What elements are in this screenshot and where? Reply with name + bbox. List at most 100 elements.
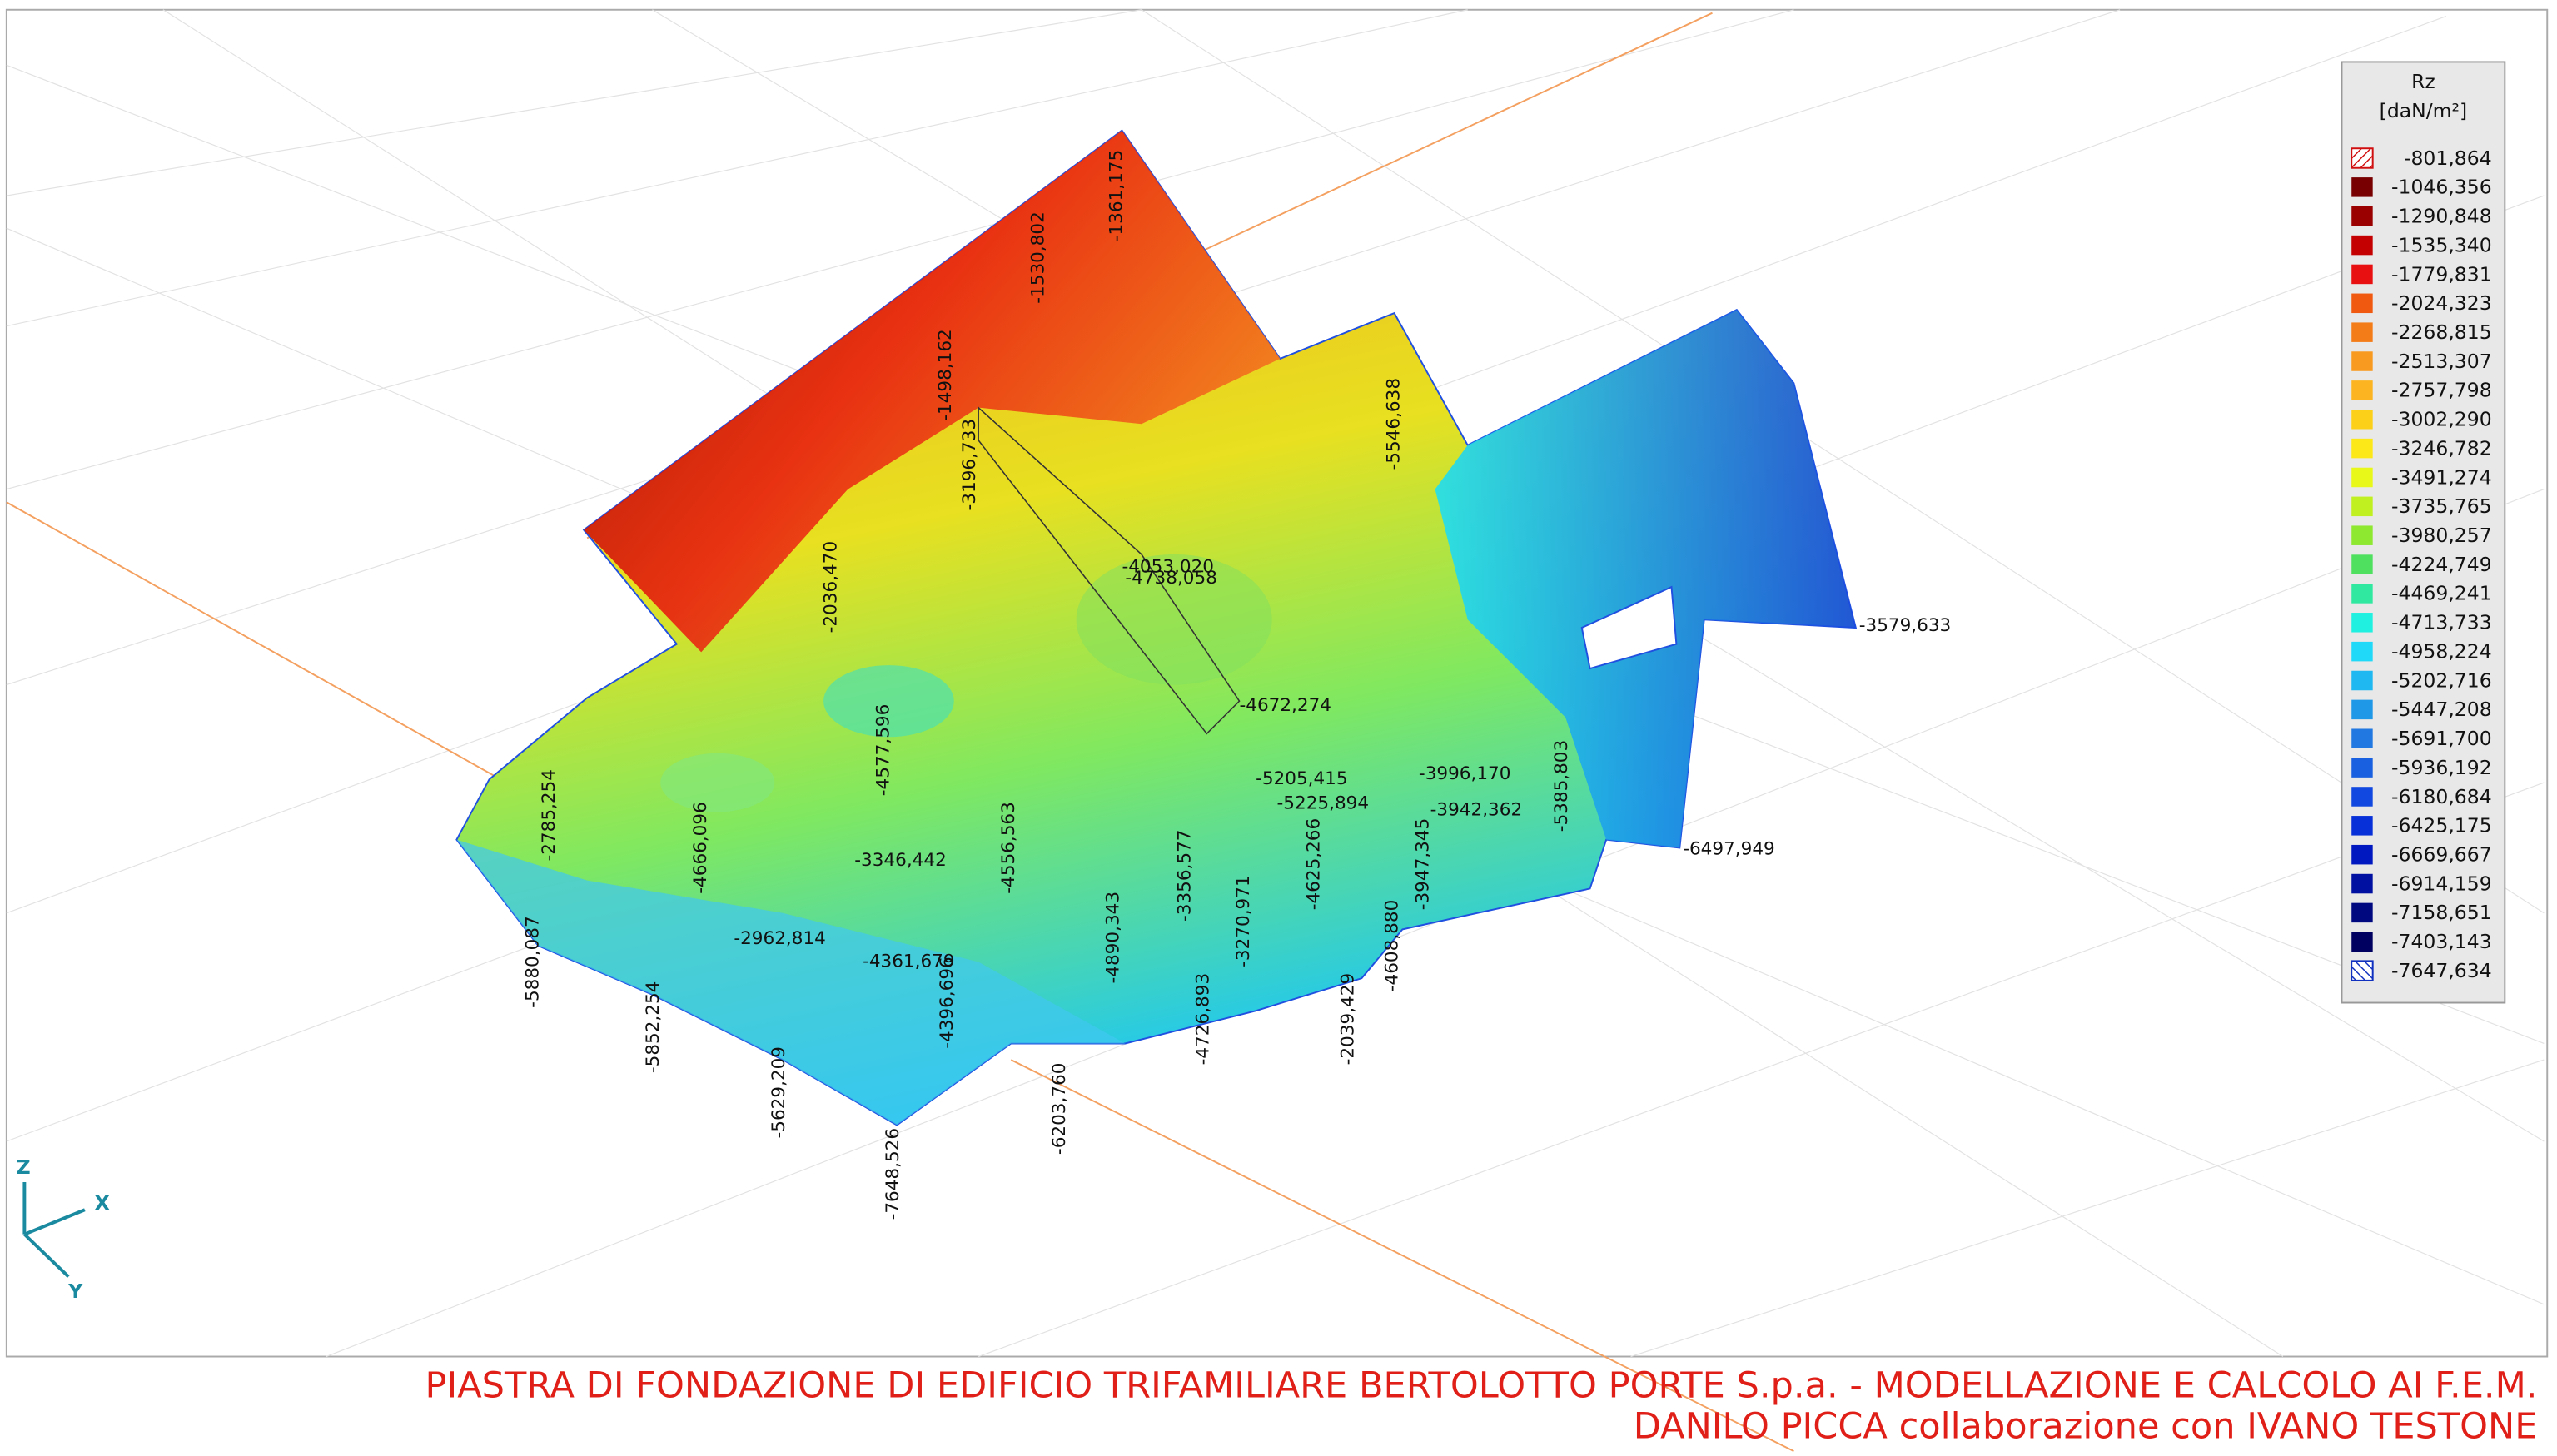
legend-label: -3002,290 [2391, 408, 2492, 431]
legend-unit: [daN/m²] [2380, 99, 2467, 122]
legend-label: -801,864 [2404, 147, 2492, 170]
legend-label: -1535,340 [2391, 233, 2492, 256]
legend-label: -3980,257 [2391, 524, 2492, 547]
legend-label: -4713,733 [2391, 611, 2492, 634]
footer-line-2: DANILO PICCA collaborazione con IVANO TE… [1634, 1405, 2538, 1447]
legend-swatch [2351, 932, 2373, 952]
legend-entries: -801,864 -1046,356 -1290,848 -1535,340 -1779… [2351, 147, 2492, 982]
legend-label: -6669,667 [2391, 843, 2492, 867]
legend-label: -6425,175 [2391, 814, 2492, 837]
legend-swatch [2351, 293, 2373, 314]
value-label: -4577,596 [873, 704, 893, 797]
legend-swatch [2351, 699, 2373, 720]
legend-swatch [2351, 409, 2373, 430]
value-label: -4890,343 [1103, 892, 1124, 984]
legend-label: -1046,356 [2391, 176, 2492, 199]
legend-label: -7647,634 [2391, 959, 2492, 982]
value-label: -7648,526 [883, 1128, 903, 1220]
value-label: -3356,577 [1175, 829, 1196, 922]
value-label: -4666,096 [690, 802, 711, 894]
value-label: -5852,254 [643, 981, 664, 1074]
legend-swatch [2351, 351, 2373, 371]
value-label: -1361,175 [1106, 150, 1127, 242]
value-label: -5546,638 [1383, 378, 1404, 470]
value-label: -3270,971 [1233, 875, 1254, 967]
legend-swatch [2351, 235, 2373, 256]
legend-swatch [2351, 902, 2373, 923]
legend-label: -6180,684 [2391, 785, 2492, 808]
value-label: -4396,696 [937, 957, 958, 1049]
axis-x: X [95, 1191, 110, 1215]
legend-label: -1779,831 [2391, 262, 2492, 286]
legend-swatch [2351, 380, 2373, 400]
value-label: -5225,894 [1277, 793, 1370, 813]
value-label: -4672,274 [1239, 695, 1331, 716]
value-label: -6497,949 [1683, 838, 1775, 859]
value-label: -4608,880 [1381, 900, 1402, 992]
value-label: -4556,563 [998, 802, 1019, 894]
value-labels: -4053,020-4738,058 -4672,274 -3996,170 -394… [522, 150, 1951, 1220]
value-label: -2785,254 [539, 769, 560, 862]
value-label: -3346,442 [854, 850, 947, 871]
value-label: -6203,760 [1049, 1063, 1070, 1155]
axis-z: Z [17, 1155, 31, 1179]
legend-swatch [2351, 496, 2373, 517]
value-label: -3947,345 [1413, 818, 1434, 911]
legend-label: -5936,192 [2391, 756, 2492, 779]
legend-label: -2757,798 [2391, 379, 2492, 402]
legend-swatch [2351, 670, 2373, 691]
value-label: -5385,803 [1551, 740, 1572, 832]
footer-line-1: PIASTRA DI FONDAZIONE DI EDIFICIO TRIFAM… [425, 1364, 2538, 1406]
legend-swatch [2351, 147, 2374, 169]
value-label: -4361,679 [863, 951, 955, 971]
legend-label: -7403,143 [2391, 930, 2492, 953]
legend-swatch [2351, 554, 2373, 574]
value-label: -3196,733 [959, 419, 980, 511]
legend-label: -2513,307 [2391, 350, 2492, 373]
legend-swatch [2351, 438, 2373, 459]
value-label: -4738,058 [1125, 568, 1217, 589]
legend-label: -4224,749 [2391, 553, 2492, 576]
value-label: -4625,266 [1303, 818, 1324, 911]
legend-label: -3491,274 [2391, 465, 2492, 489]
fem-model [455, 129, 1858, 1126]
value-label: -3996,170 [1419, 763, 1511, 784]
legend-label: -7158,651 [2391, 901, 2492, 924]
axis-icon [22, 1181, 86, 1278]
axis-y: Y [67, 1280, 83, 1303]
legend-label: -4469,241 [2391, 582, 2492, 605]
legend-swatch [2351, 206, 2373, 226]
value-label: -1498,162 [935, 329, 956, 421]
value-label: -5880,087 [522, 916, 543, 1008]
legend-swatch [2351, 844, 2373, 865]
value-label: -2962,814 [734, 928, 826, 949]
legend-swatch [2351, 322, 2373, 342]
legend-swatch [2351, 613, 2373, 633]
legend-swatch [2351, 816, 2373, 836]
value-label: -3579,633 [1859, 615, 1952, 636]
legend-swatch [2351, 873, 2373, 894]
legend-label: -3246,782 [2391, 436, 2492, 460]
legend-label: -3735,765 [2391, 494, 2492, 518]
legend-label: -2024,323 [2391, 291, 2492, 315]
legend-label: -1290,848 [2391, 205, 2492, 228]
value-label: -2039,429 [1338, 973, 1359, 1066]
legend-swatch [2351, 584, 2373, 604]
legend-label: -6914,159 [2391, 872, 2492, 895]
legend-swatch [2351, 264, 2373, 285]
legend-swatch [2351, 960, 2374, 981]
legend-label: -2268,815 [2391, 321, 2492, 344]
value-label: -5629,209 [769, 1046, 789, 1139]
value-label: -5205,415 [1256, 768, 1348, 789]
legend-label: -4958,224 [2391, 639, 2492, 663]
value-label: -4053,020 [1122, 556, 1214, 577]
legend-swatch [2351, 177, 2373, 197]
legend-label: -5202,716 [2391, 668, 2492, 692]
value-label: -1530,802 [1027, 211, 1048, 304]
legend-swatch [2351, 787, 2373, 807]
value-label: -4726,893 [1192, 973, 1213, 1066]
value-label: -2036,470 [821, 541, 842, 634]
legend-title: Rz [2411, 70, 2435, 93]
